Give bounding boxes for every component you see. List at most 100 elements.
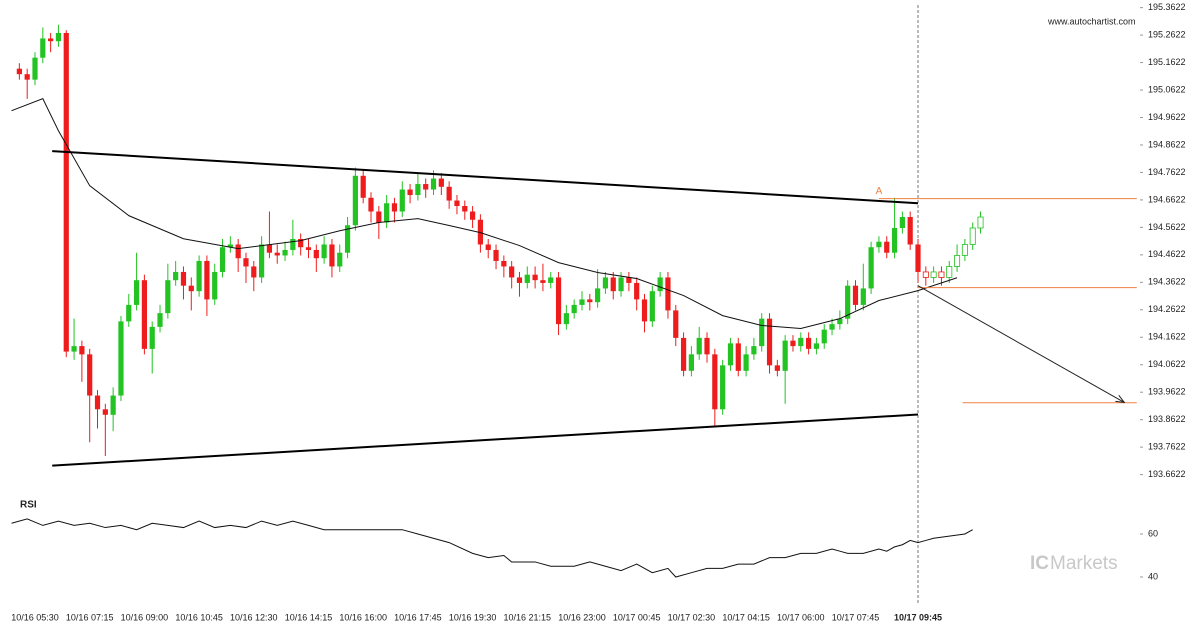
candle-body — [391, 203, 398, 212]
y-tick-label: 193.6622 — [1148, 469, 1186, 479]
candle-body — [790, 340, 796, 347]
candle-body — [587, 299, 593, 303]
candle-body — [493, 249, 499, 261]
candle-body — [579, 299, 585, 305]
candle-body — [251, 266, 257, 278]
candle-body — [977, 216, 984, 229]
candle-body — [751, 346, 757, 355]
candle-body — [961, 244, 968, 256]
x-tick-label: 10/17 09:45 — [894, 612, 942, 622]
candle-body — [524, 274, 530, 283]
candle-body — [313, 249, 319, 259]
candle-body — [876, 241, 882, 248]
candle-body — [180, 271, 187, 286]
candle-body — [305, 247, 312, 250]
candle-body — [837, 318, 843, 325]
candle-body — [266, 244, 273, 253]
y-tick-label: 195.1622 — [1148, 57, 1186, 67]
candle-body — [430, 178, 437, 190]
candle-body — [110, 395, 116, 415]
y-tick-label: 193.9622 — [1148, 387, 1186, 397]
candle-body — [829, 324, 835, 330]
x-tick-label: 10/16 16:00 — [339, 612, 387, 622]
x-tick-label: 10/17 02:30 — [668, 612, 716, 622]
candle-body — [618, 277, 624, 292]
candle-body — [282, 249, 288, 256]
y-tick-label: 194.8622 — [1148, 139, 1186, 149]
candle-body — [290, 238, 296, 250]
candle-body — [423, 184, 429, 190]
pattern-upper — [52, 150, 919, 205]
candle-body — [94, 395, 101, 410]
y-tick-label: 194.3622 — [1148, 277, 1186, 287]
y-tick-label: 193.7622 — [1148, 442, 1186, 452]
candle-body — [774, 365, 780, 371]
candle-body — [48, 38, 54, 42]
x-tick-label: 10/16 07:15 — [66, 612, 114, 622]
candle-body — [540, 280, 546, 283]
candle-body — [766, 318, 773, 366]
x-tick-label: 10/17 07:45 — [832, 612, 880, 622]
candle-body — [641, 299, 648, 322]
candle-body — [454, 200, 460, 207]
candle-body — [407, 189, 413, 196]
candle-body — [657, 277, 663, 292]
candle-body — [845, 285, 851, 319]
candle-body — [126, 304, 132, 322]
candle-body — [368, 197, 374, 212]
x-tick-label: 10/16 19:30 — [449, 612, 497, 622]
candle-body — [24, 74, 30, 80]
candle-body — [798, 337, 804, 347]
y-tick-label: 194.5622 — [1148, 222, 1186, 232]
x-tick-label: 10/16 10:45 — [175, 612, 223, 622]
candle-body — [133, 280, 140, 305]
candle-body — [782, 340, 788, 371]
candle-body — [227, 244, 233, 248]
candle-body — [141, 280, 147, 349]
rsi-line — [11, 518, 973, 578]
y-tick-label: 193.8622 — [1148, 414, 1186, 424]
candle-body — [899, 217, 905, 228]
candle-body — [352, 175, 358, 226]
arrow-head — [1115, 394, 1126, 404]
candle-body — [555, 277, 562, 325]
y-tick-label: 195.3622 — [1148, 2, 1186, 12]
x-tick-label: 10/16 23:00 — [558, 612, 606, 622]
candle-body — [868, 247, 874, 289]
candle-body — [501, 260, 507, 267]
y-tick-label: 194.9622 — [1148, 112, 1186, 122]
candle-body — [469, 211, 476, 220]
x-tick-label: 10/16 09:00 — [121, 612, 169, 622]
y-tick-label: 194.1622 — [1148, 332, 1186, 342]
x-tick-label: 10/16 14:15 — [285, 612, 333, 622]
candle-body — [173, 271, 179, 281]
brand-markets: Markets — [1050, 553, 1118, 574]
candle-body — [704, 337, 710, 355]
candle-body — [907, 217, 913, 245]
candle-body — [32, 57, 38, 80]
candle-body — [16, 68, 22, 75]
candle-body — [649, 291, 655, 322]
candle-body — [259, 244, 265, 278]
candle-body — [930, 271, 937, 278]
candle-body — [610, 277, 616, 292]
candle-body — [548, 277, 554, 283]
candle-body — [938, 271, 945, 278]
rsi-tick-label: 60 — [1148, 528, 1158, 538]
candle-body — [235, 244, 241, 259]
x-tick-label: 10/17 00:45 — [613, 612, 661, 622]
candle-body — [212, 271, 218, 300]
candle-body — [509, 266, 515, 278]
candle-body — [727, 343, 734, 366]
candle-body — [360, 175, 366, 198]
candle-body — [399, 189, 405, 212]
candle-body — [884, 241, 890, 253]
candle-body — [969, 227, 976, 245]
candle-body — [118, 321, 124, 396]
x-tick-label: 10/16 05:30 — [11, 612, 59, 622]
candle-body — [516, 277, 523, 283]
candle-body — [63, 32, 69, 352]
candle-body — [915, 244, 921, 272]
x-tick-label: 10/17 06:00 — [777, 612, 825, 622]
